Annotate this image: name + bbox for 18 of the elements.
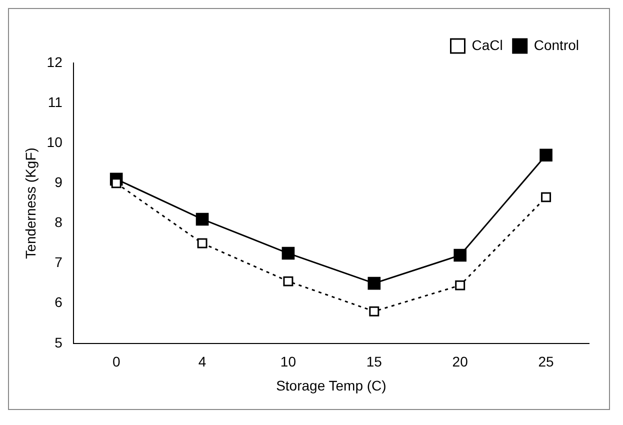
y-tick-label: 5 [54, 334, 63, 350]
y-tick-label: 8 [54, 214, 63, 230]
y-tick-label: 6 [54, 294, 63, 310]
y-tick-label: 12 [46, 54, 63, 70]
y-axis-title: Tenderness (KgF) [22, 148, 38, 259]
y-tick-label: 10 [46, 134, 63, 150]
y-tick-label: 11 [48, 94, 63, 110]
x-tick-label: 4 [198, 354, 206, 370]
legend-label: Control [534, 36, 580, 53]
x-tick-label: 25 [538, 354, 554, 370]
x-tick-label: 20 [452, 354, 468, 370]
y-tick-label: 7 [54, 254, 63, 270]
legend-label: CaCl [472, 36, 503, 53]
x-tick-label: 10 [280, 354, 296, 370]
x-tick-label: 0 [112, 354, 120, 370]
x-axis-title: Storage Temp (C) [276, 377, 386, 394]
x-tick-label: 15 [366, 354, 382, 370]
y-tick-label: 9 [54, 174, 63, 190]
